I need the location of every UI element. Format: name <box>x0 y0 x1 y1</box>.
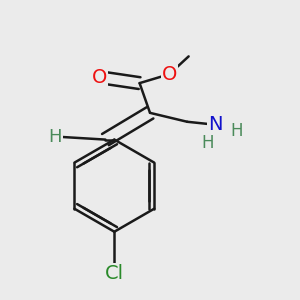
Text: H: H <box>48 128 61 146</box>
Text: H: H <box>202 134 214 152</box>
Text: O: O <box>162 65 177 84</box>
Text: O: O <box>92 68 107 87</box>
Text: Cl: Cl <box>105 264 124 283</box>
Text: H: H <box>230 122 242 140</box>
Text: N: N <box>208 115 223 134</box>
